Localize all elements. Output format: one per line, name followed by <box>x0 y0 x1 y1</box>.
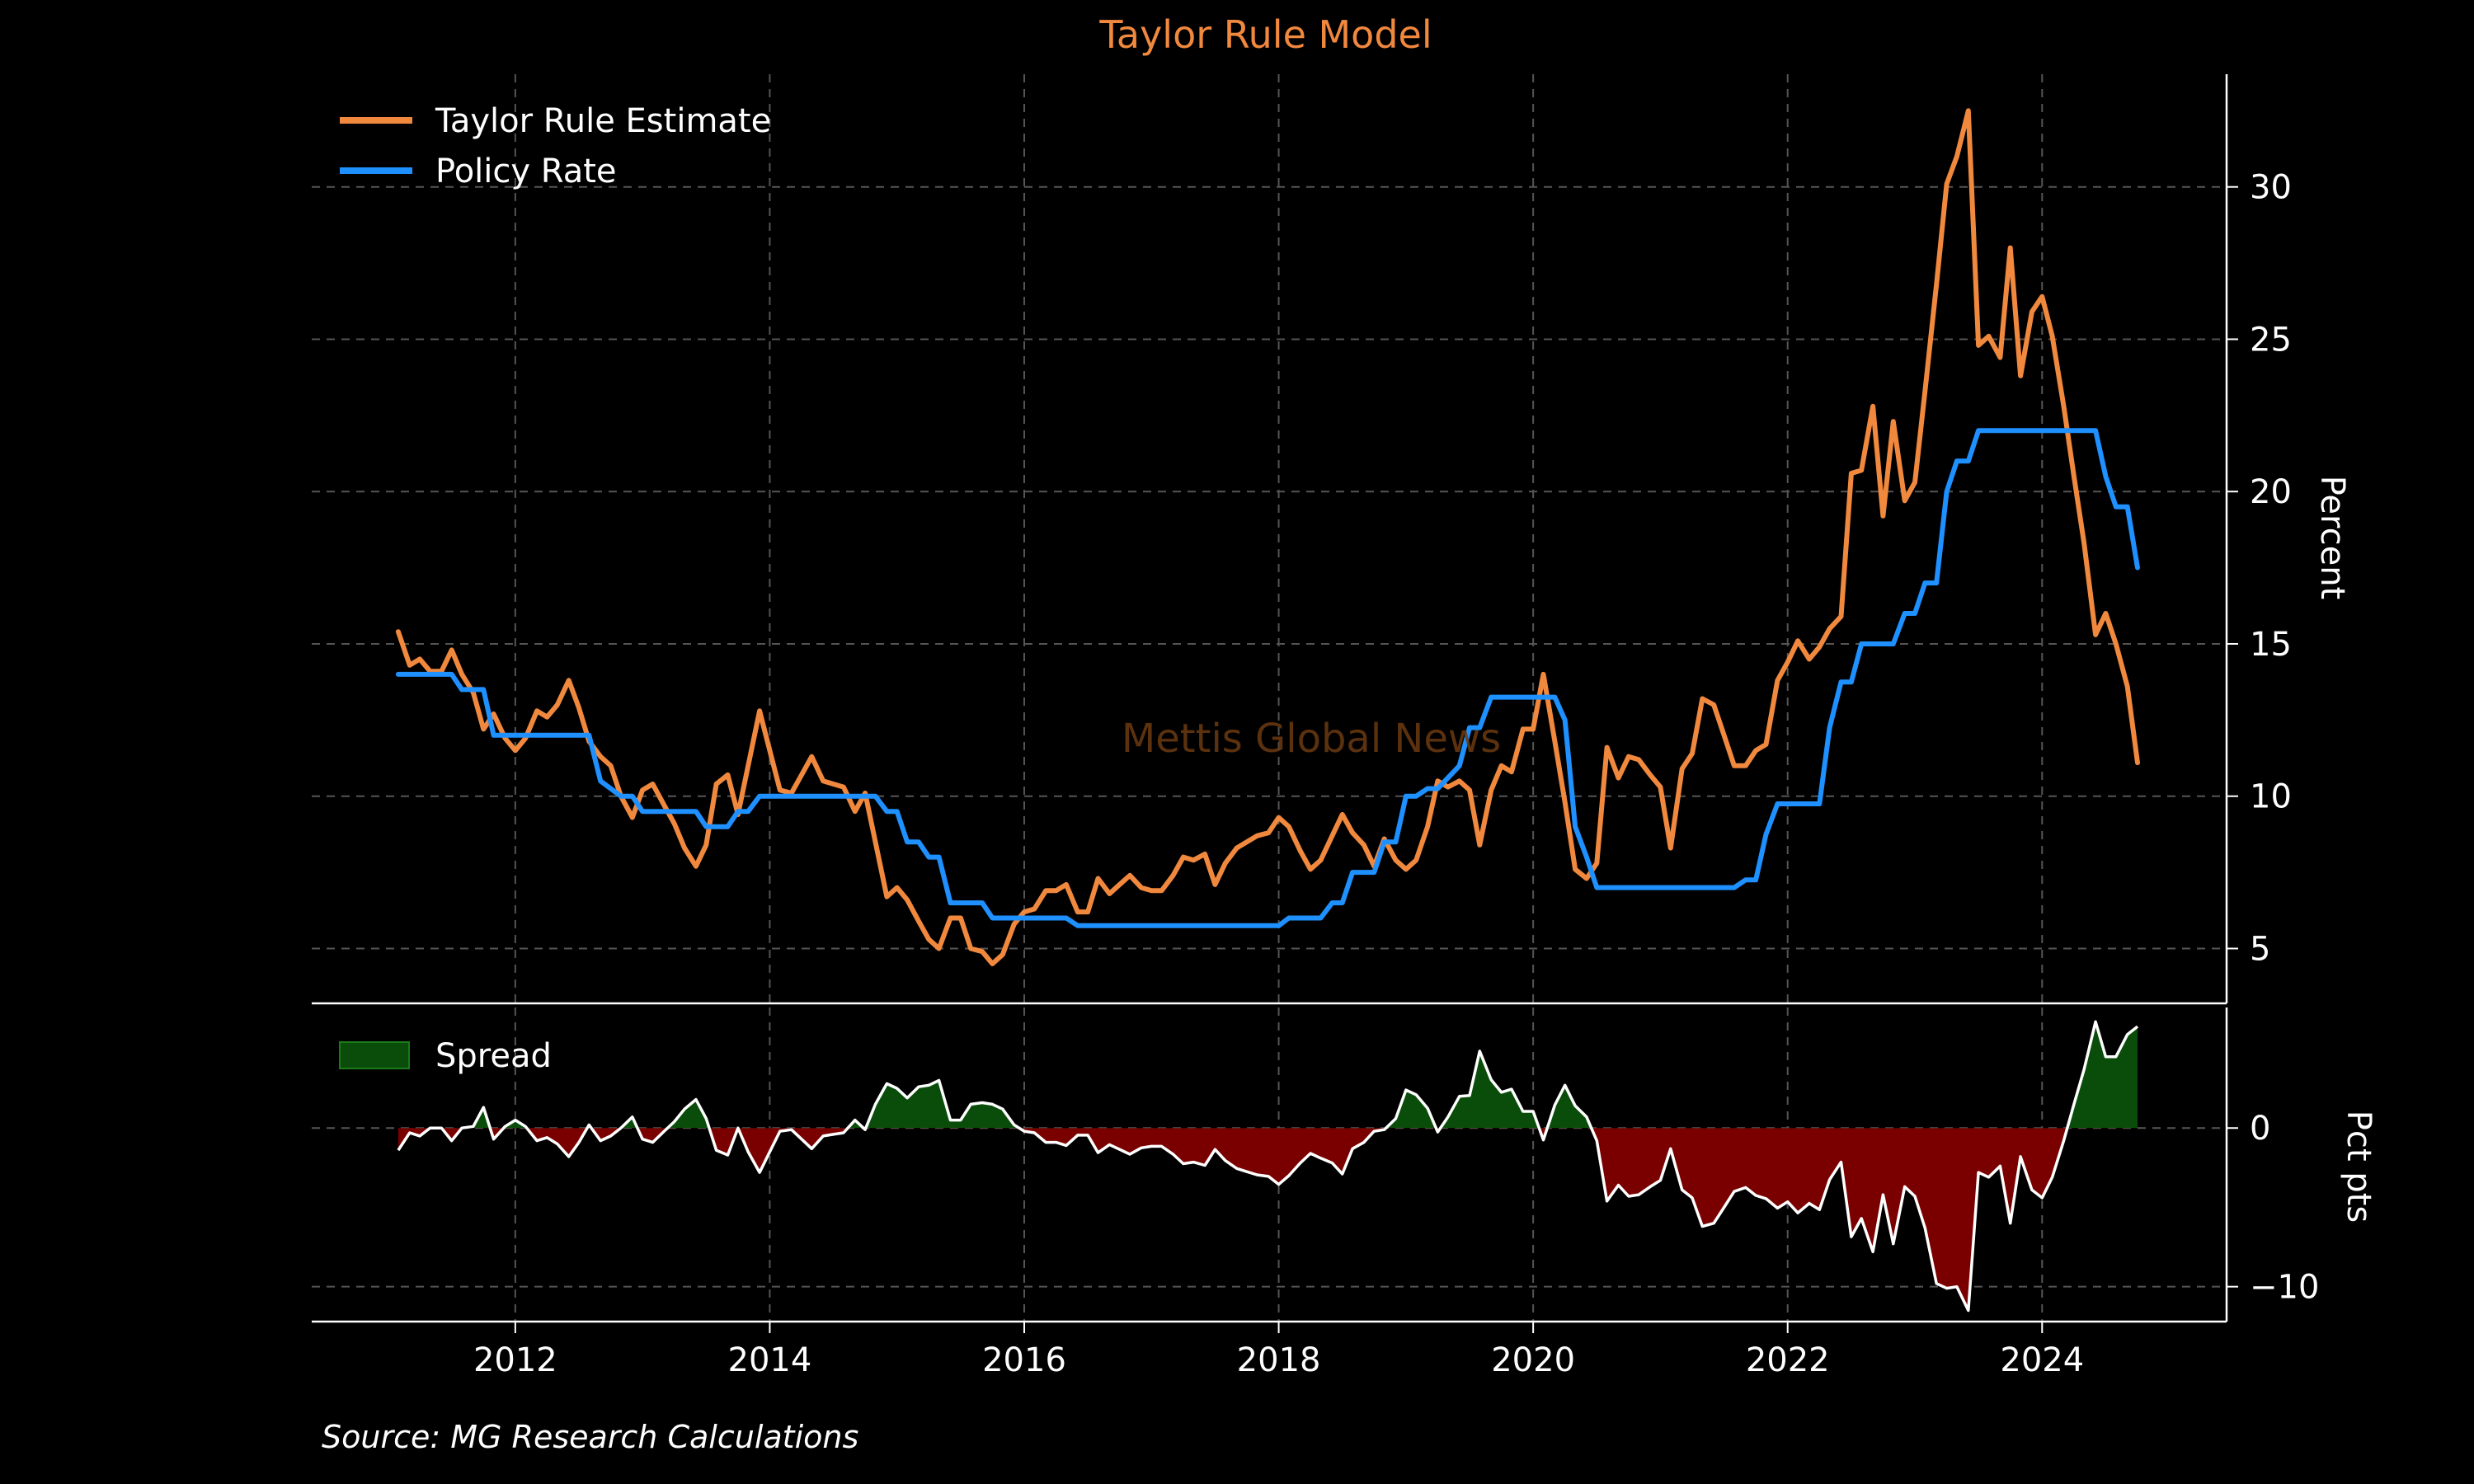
spread-line <box>397 1020 2139 1313</box>
x-tick-label: 2018 <box>1237 1341 1321 1379</box>
policy-rate-line <box>395 428 2140 928</box>
source-note: Source: MG Research Calculations <box>322 1419 858 1455</box>
x-tick-label: 2016 <box>982 1341 1066 1379</box>
top-legend: Taylor Rule Estimate Policy Rate <box>340 102 771 190</box>
top-y-tick-label: 15 <box>2250 626 2292 664</box>
top-y-tick-label: 10 <box>2250 778 2292 816</box>
top-panel-series <box>395 108 2140 966</box>
chart-title: Taylor Rule Model <box>1098 12 1432 57</box>
top-y-tick-label: 30 <box>2250 169 2292 207</box>
bottom-y-tick-label: −10 <box>2250 1269 2319 1307</box>
top-panel-axis: 5 10 15 20 25 30 <box>312 74 2292 1005</box>
bottom-panel-series <box>397 1020 2139 1313</box>
bottom-y-tick-label: 0 <box>2250 1110 2270 1148</box>
top-y-axis-label: Percent <box>2313 476 2351 600</box>
bottom-y-axis-label: Pct pts <box>2340 1111 2378 1223</box>
bottom-panel-axis: −10 0 2012 2014 2016 2018 2020 2022 2024 <box>312 1007 2319 1379</box>
x-tick-label: 2012 <box>473 1341 557 1379</box>
top-y-tick-label: 25 <box>2250 321 2292 359</box>
legend-label-spread: Spread <box>435 1037 552 1075</box>
legend-label-taylor: Taylor Rule Estimate <box>435 102 771 140</box>
x-tick-label: 2024 <box>2000 1341 2084 1379</box>
top-y-tick-label: 20 <box>2250 473 2292 511</box>
legend-swatch-spread <box>339 1041 410 1069</box>
spread-negative-area <box>397 1128 2067 1311</box>
x-tick-label: 2020 <box>1491 1341 1575 1379</box>
x-tick-label: 2014 <box>728 1341 812 1379</box>
x-tick-label: 2022 <box>1746 1341 1830 1379</box>
bottom-legend: Spread <box>339 1037 552 1075</box>
legend-label-policy: Policy Rate <box>435 153 617 190</box>
watermark: Mettis Global News <box>1122 716 1501 762</box>
top-y-tick-label: 5 <box>2250 930 2270 968</box>
taylor-rule-estimate-line <box>395 108 2140 966</box>
